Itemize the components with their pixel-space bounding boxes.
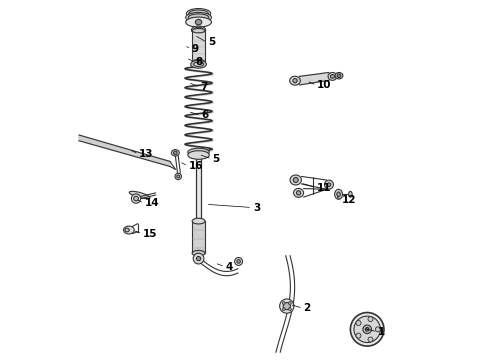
Text: 14: 14: [145, 198, 159, 208]
Ellipse shape: [186, 17, 211, 27]
Text: 13: 13: [139, 149, 154, 159]
Ellipse shape: [337, 74, 341, 77]
Text: 1: 1: [378, 327, 386, 337]
Ellipse shape: [188, 151, 209, 159]
Ellipse shape: [131, 194, 141, 203]
Ellipse shape: [335, 72, 343, 79]
Circle shape: [289, 302, 291, 305]
Ellipse shape: [283, 302, 291, 310]
Ellipse shape: [293, 78, 297, 83]
Bar: [192, 31, 205, 62]
Ellipse shape: [354, 316, 380, 342]
Ellipse shape: [194, 27, 203, 33]
Text: 7: 7: [201, 82, 208, 92]
Ellipse shape: [235, 257, 243, 265]
Text: 12: 12: [342, 195, 357, 205]
Text: 8: 8: [195, 57, 202, 67]
Ellipse shape: [293, 177, 298, 183]
Circle shape: [368, 317, 373, 321]
Text: 16: 16: [189, 161, 203, 171]
Ellipse shape: [290, 76, 300, 85]
Ellipse shape: [350, 312, 384, 346]
Ellipse shape: [327, 183, 331, 186]
Circle shape: [356, 333, 361, 338]
Ellipse shape: [192, 250, 205, 256]
Text: 11: 11: [317, 183, 331, 193]
Circle shape: [282, 302, 285, 305]
Ellipse shape: [129, 191, 150, 199]
Ellipse shape: [330, 75, 335, 78]
Ellipse shape: [177, 175, 180, 178]
Text: 2: 2: [304, 303, 311, 313]
Text: 15: 15: [143, 229, 157, 239]
Text: 6: 6: [201, 111, 209, 120]
Bar: [192, 221, 205, 253]
Ellipse shape: [192, 218, 205, 224]
Ellipse shape: [337, 192, 341, 197]
Ellipse shape: [188, 148, 209, 156]
Ellipse shape: [237, 260, 241, 263]
Circle shape: [282, 308, 285, 311]
Ellipse shape: [280, 299, 294, 313]
Text: 9: 9: [192, 44, 199, 54]
Ellipse shape: [191, 60, 206, 68]
Ellipse shape: [196, 19, 202, 25]
Ellipse shape: [172, 150, 179, 156]
Ellipse shape: [189, 10, 208, 17]
Ellipse shape: [192, 26, 206, 34]
Ellipse shape: [188, 14, 209, 21]
Ellipse shape: [175, 173, 181, 180]
Circle shape: [375, 327, 380, 332]
Ellipse shape: [296, 191, 301, 195]
Text: 5: 5: [213, 154, 220, 164]
Circle shape: [368, 337, 373, 342]
Ellipse shape: [348, 192, 352, 197]
Ellipse shape: [123, 226, 134, 234]
Polygon shape: [299, 72, 329, 85]
Ellipse shape: [328, 72, 337, 80]
Ellipse shape: [125, 228, 129, 232]
Ellipse shape: [192, 60, 205, 64]
Ellipse shape: [324, 180, 333, 189]
Text: 10: 10: [317, 80, 332, 90]
Ellipse shape: [192, 28, 205, 33]
Text: 5: 5: [208, 37, 215, 48]
Ellipse shape: [196, 256, 201, 261]
Polygon shape: [79, 135, 170, 166]
Ellipse shape: [173, 151, 177, 155]
Ellipse shape: [134, 196, 138, 201]
Ellipse shape: [290, 175, 301, 185]
Ellipse shape: [335, 189, 343, 199]
Ellipse shape: [186, 13, 211, 22]
Text: 3: 3: [253, 203, 260, 212]
Ellipse shape: [194, 62, 203, 66]
Text: 4: 4: [226, 262, 233, 272]
Circle shape: [356, 320, 361, 325]
Ellipse shape: [363, 325, 371, 334]
Ellipse shape: [193, 253, 204, 264]
Bar: [196, 157, 201, 221]
Ellipse shape: [294, 188, 304, 197]
Circle shape: [289, 308, 291, 311]
Ellipse shape: [366, 328, 369, 331]
Ellipse shape: [186, 9, 211, 18]
